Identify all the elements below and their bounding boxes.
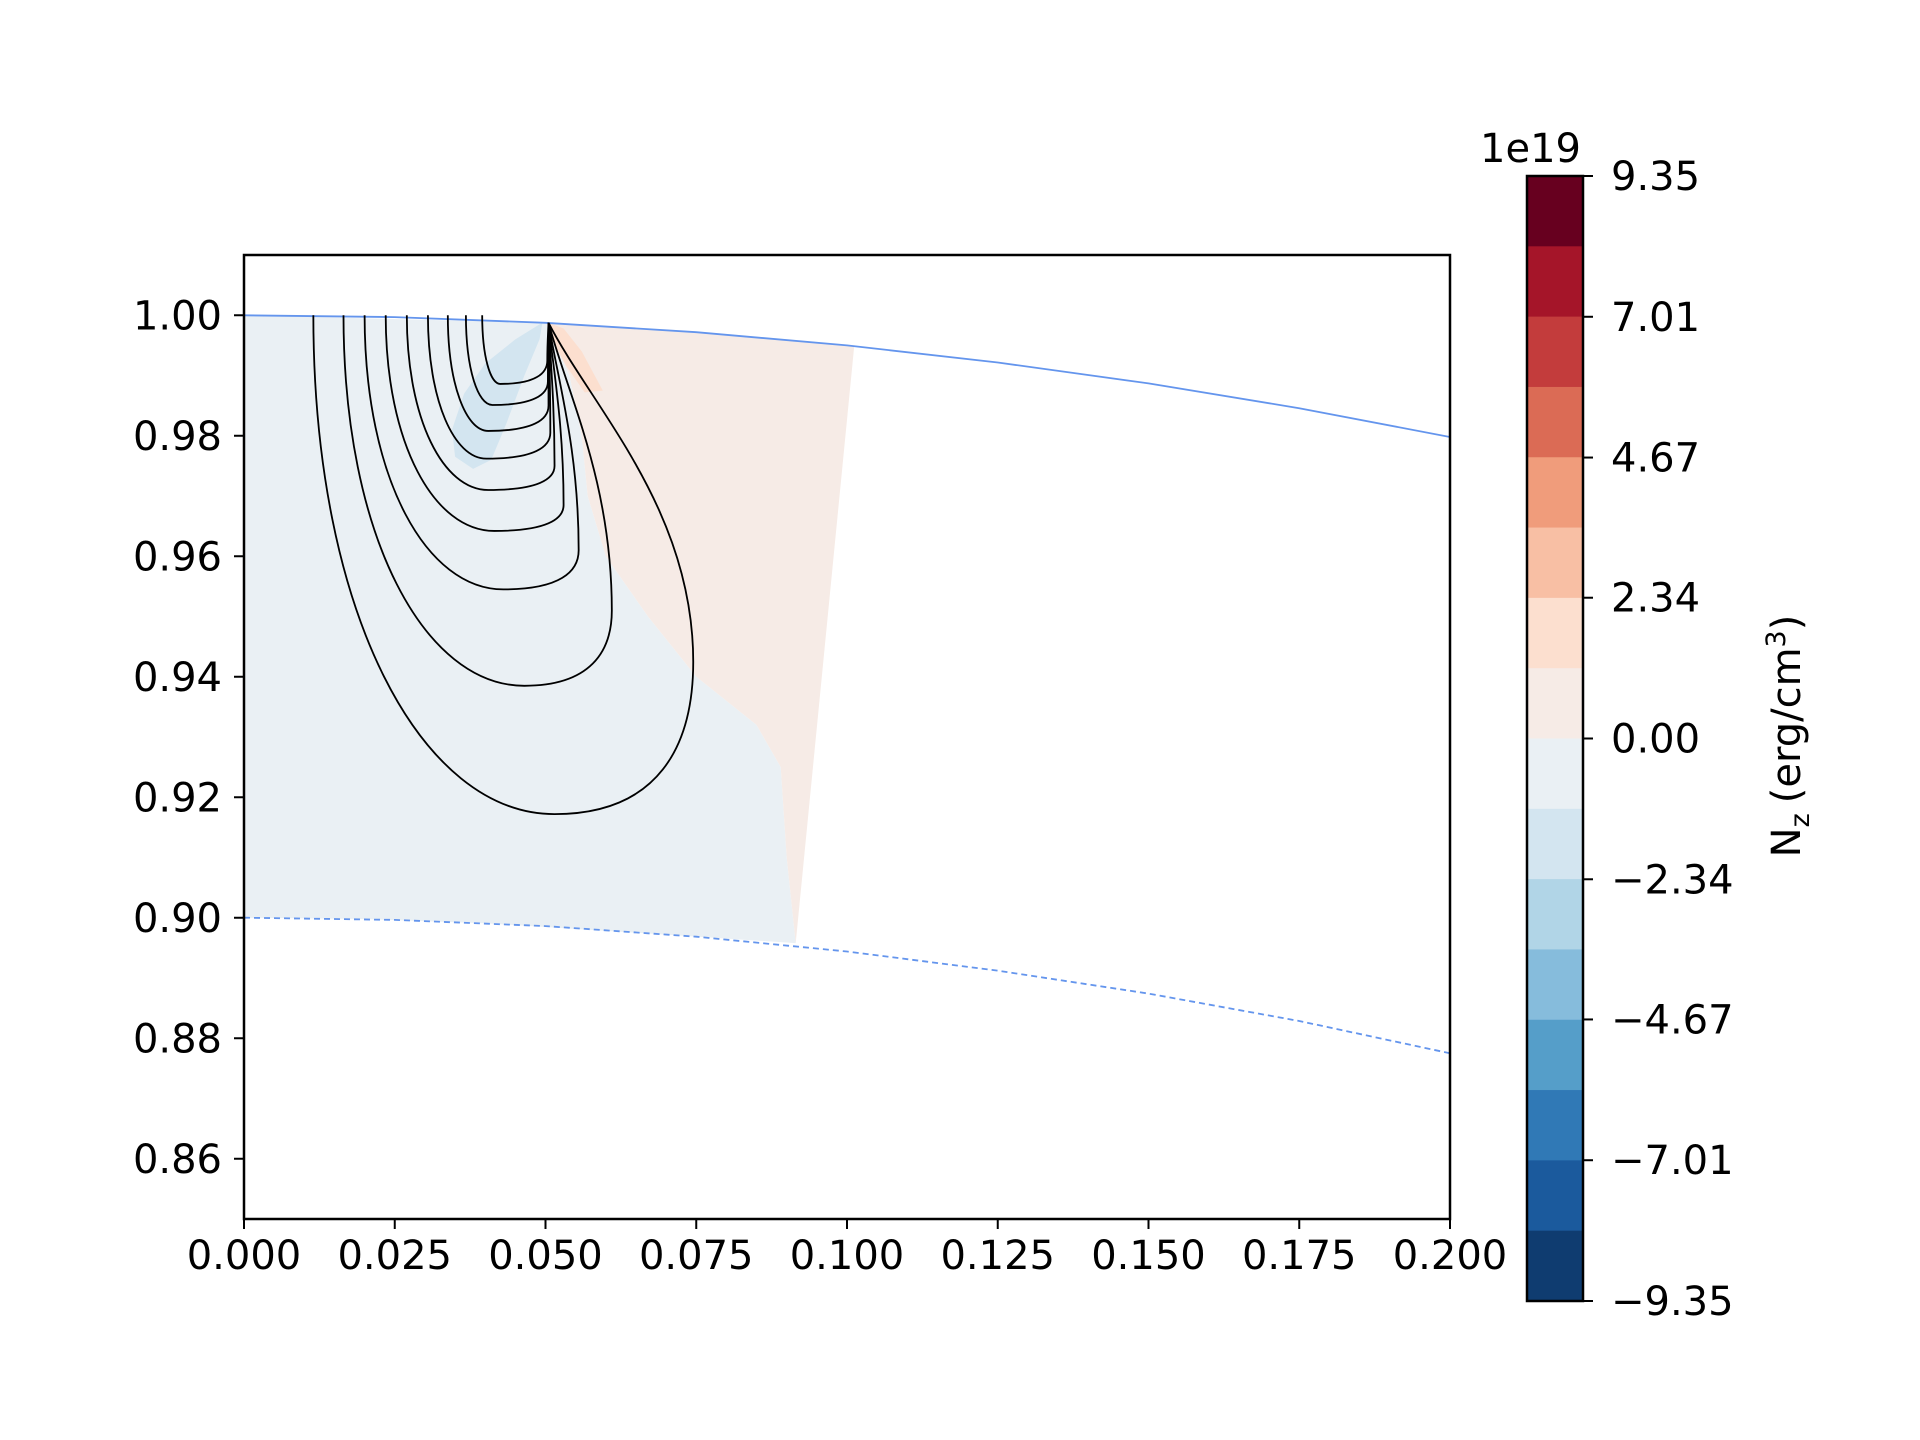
- colorbar-label-symbol: N: [1764, 827, 1810, 857]
- colorbar-level: [1527, 597, 1583, 669]
- x-tick-label: 0.050: [488, 1233, 603, 1279]
- y-tick-label: 0.90: [133, 896, 222, 942]
- filled-region-1: [244, 315, 796, 944]
- field-line-3: [363, 315, 580, 591]
- field-line-6: [427, 315, 552, 460]
- colorbar-tick-label: 0.00: [1611, 717, 1700, 763]
- colorbar-level: [1527, 949, 1583, 1021]
- colorbar-offset-text: 1e19: [1480, 126, 1581, 172]
- colorbar-label-unit: (erg/cm: [1764, 647, 1810, 803]
- filled-contours: [244, 315, 855, 944]
- y-tick-label: 0.92: [133, 775, 222, 821]
- colorbar-level: [1527, 738, 1583, 810]
- y-axis: 0.86 0.88 0.90 0.92 0.94 0.96 0.98 1.00: [133, 293, 244, 1183]
- field-line-2: [342, 315, 613, 687]
- filled-region-2: [545, 322, 855, 944]
- colorbar-level: [1527, 316, 1583, 388]
- colorbar-tick-label: 2.34: [1611, 576, 1700, 622]
- y-tick-label: 0.86: [133, 1137, 222, 1183]
- colorbar-level: [1527, 176, 1583, 247]
- colorbar-label-close: ): [1764, 615, 1810, 631]
- y-tick-label: 1.00: [133, 293, 222, 339]
- colorbar-tick-label: 7.01: [1611, 295, 1700, 341]
- boundary-curves: [244, 314, 1450, 1055]
- x-tick-label: 0.100: [790, 1233, 905, 1279]
- inner-boundary-curve: [244, 916, 1450, 1055]
- x-tick-label: 0.025: [337, 1233, 452, 1279]
- colorbar-level: [1527, 1160, 1583, 1232]
- colorbar-label-superscript: 3: [1761, 630, 1792, 647]
- filled-region-3: [547, 322, 603, 393]
- x-tick-label: 0.000: [187, 1233, 302, 1279]
- field-line-9: [481, 315, 550, 385]
- colorbar-label: Nz (erg/cm3): [1761, 615, 1816, 858]
- colorbar-tick-label: −2.34: [1611, 857, 1734, 903]
- colorbar-level: [1527, 527, 1583, 599]
- colorbar-tick-label: −7.01: [1611, 1138, 1734, 1184]
- y-tick-label: 0.98: [133, 414, 222, 460]
- field-line-5: [405, 315, 556, 491]
- field-line-4: [384, 315, 565, 532]
- x-tick-label: 0.125: [940, 1233, 1055, 1279]
- field-lines: [312, 315, 695, 816]
- colorbar-tick-label: −4.67: [1611, 997, 1734, 1043]
- colorbar: 9.35 7.01 4.67 2.34 0.00 −2.34 −4.67 −7.01 −9.35: [1525, 154, 1734, 1325]
- x-tick-label: 0.175: [1242, 1233, 1357, 1279]
- colorbar-level: [1527, 457, 1583, 529]
- filled-region-4: [452, 322, 543, 469]
- x-axis: 0.000 0.025 0.050 0.075 0.100 0.125 0.150 0.175…: [187, 1219, 1508, 1279]
- colorbar-level: [1527, 246, 1583, 318]
- y-tick-label: 0.96: [133, 534, 222, 580]
- colorbar-tick-label: 9.35: [1611, 154, 1700, 200]
- colorbar-level: [1527, 668, 1583, 740]
- colorbar-tick-label: −9.35: [1611, 1279, 1734, 1325]
- outer-boundary-curve: [244, 314, 1450, 438]
- y-tick-label: 0.94: [133, 655, 222, 701]
- colorbar-level: [1527, 808, 1583, 880]
- colorbar-level: [1527, 879, 1583, 951]
- x-tick-label: 0.200: [1393, 1233, 1508, 1279]
- field-line-1: [312, 315, 695, 816]
- x-tick-label: 0.150: [1091, 1233, 1206, 1279]
- x-tick-label: 0.075: [639, 1233, 754, 1279]
- colorbar-level: [1527, 1090, 1583, 1161]
- colorbar-tick-label: 4.67: [1611, 436, 1700, 482]
- colorbar-level: [1527, 386, 1583, 458]
- colorbar-level: [1527, 1019, 1583, 1091]
- y-tick-label: 0.88: [133, 1016, 222, 1062]
- colorbar-level: [1527, 1230, 1583, 1302]
- colorbar-label-subscript: z: [1785, 813, 1816, 827]
